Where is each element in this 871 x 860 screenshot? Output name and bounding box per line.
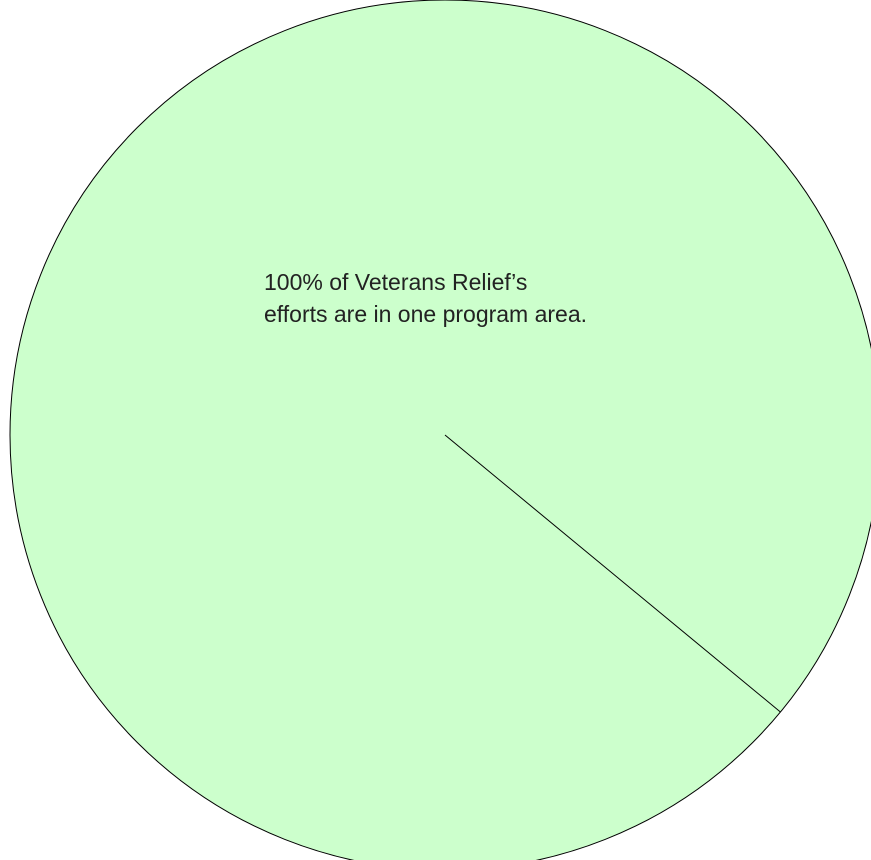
- slices-layer: [9, 0, 871, 860]
- pie-slice-seam: [444, 434, 781, 713]
- pie-slice-0: [9, 0, 871, 860]
- annotation-line-2: efforts are in one program area.: [264, 301, 587, 327]
- annotation-line-1: 100% of Veterans Relief’s: [264, 269, 527, 295]
